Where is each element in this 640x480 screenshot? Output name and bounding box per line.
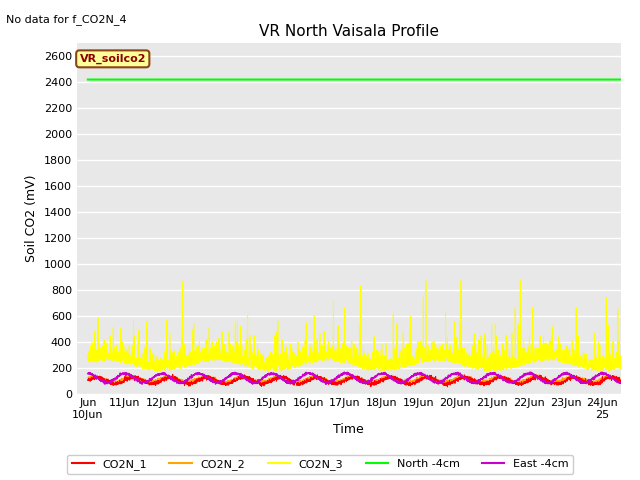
Text: VR_soilco2: VR_soilco2 [79, 54, 146, 64]
Legend: CO2N_1, CO2N_2, CO2N_3, North -4cm, East -4cm: CO2N_1, CO2N_2, CO2N_3, North -4cm, East… [67, 455, 573, 474]
X-axis label: Time: Time [333, 423, 364, 436]
Text: No data for f_CO2N_4: No data for f_CO2N_4 [6, 14, 127, 25]
Y-axis label: Soil CO2 (mV): Soil CO2 (mV) [25, 175, 38, 262]
Title: VR North Vaisala Profile: VR North Vaisala Profile [259, 24, 439, 39]
